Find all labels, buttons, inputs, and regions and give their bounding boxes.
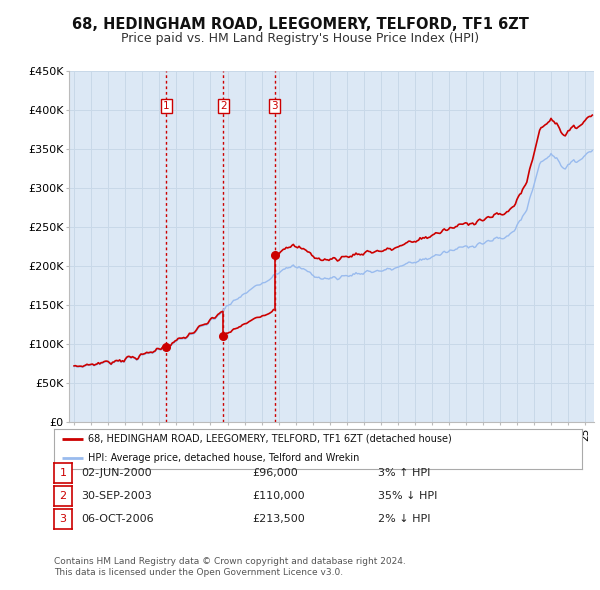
- Text: 1: 1: [59, 468, 67, 478]
- Text: 3: 3: [59, 514, 67, 524]
- Text: 2: 2: [59, 491, 67, 501]
- Text: 35% ↓ HPI: 35% ↓ HPI: [378, 491, 437, 501]
- Text: £110,000: £110,000: [252, 491, 305, 501]
- Text: HPI: Average price, detached house, Telford and Wrekin: HPI: Average price, detached house, Telf…: [88, 453, 359, 463]
- Text: Price paid vs. HM Land Registry's House Price Index (HPI): Price paid vs. HM Land Registry's House …: [121, 32, 479, 45]
- Text: £213,500: £213,500: [252, 514, 305, 524]
- Text: 1: 1: [163, 101, 170, 111]
- Text: 3% ↑ HPI: 3% ↑ HPI: [378, 468, 430, 478]
- Text: This data is licensed under the Open Government Licence v3.0.: This data is licensed under the Open Gov…: [54, 568, 343, 577]
- Text: 02-JUN-2000: 02-JUN-2000: [81, 468, 152, 478]
- Text: 3: 3: [271, 101, 278, 111]
- Text: 68, HEDINGHAM ROAD, LEEGOMERY, TELFORD, TF1 6ZT: 68, HEDINGHAM ROAD, LEEGOMERY, TELFORD, …: [71, 17, 529, 31]
- Text: £96,000: £96,000: [252, 468, 298, 478]
- Text: 2% ↓ HPI: 2% ↓ HPI: [378, 514, 431, 524]
- Text: 30-SEP-2003: 30-SEP-2003: [81, 491, 152, 501]
- Text: Contains HM Land Registry data © Crown copyright and database right 2024.: Contains HM Land Registry data © Crown c…: [54, 558, 406, 566]
- Text: 06-OCT-2006: 06-OCT-2006: [81, 514, 154, 524]
- Text: 2: 2: [220, 101, 227, 111]
- Text: 68, HEDINGHAM ROAD, LEEGOMERY, TELFORD, TF1 6ZT (detached house): 68, HEDINGHAM ROAD, LEEGOMERY, TELFORD, …: [88, 434, 452, 444]
